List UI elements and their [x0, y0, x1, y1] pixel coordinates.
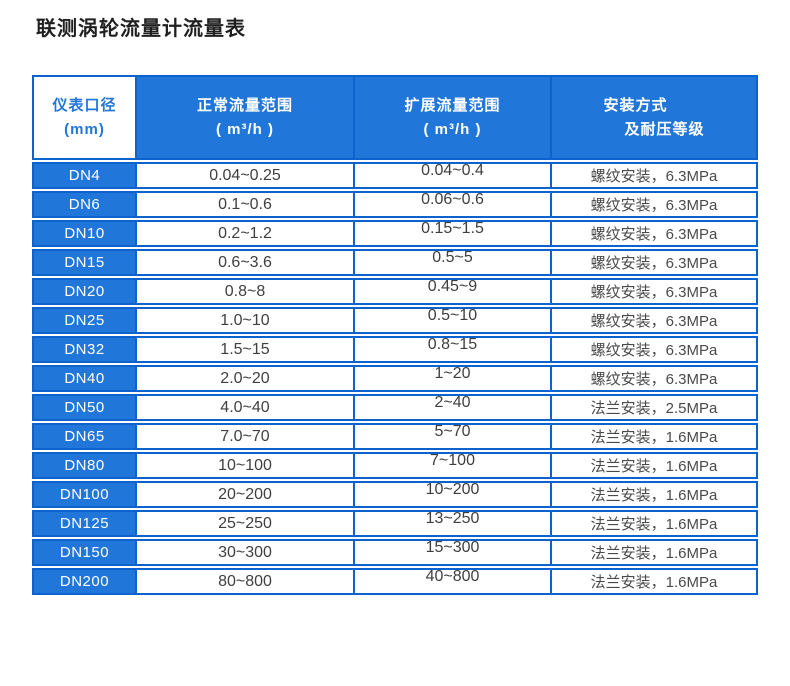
header-installation-wrap: 安装方式 及耐压等级 — [603, 94, 704, 142]
cell-diameter: DN125 — [32, 510, 135, 537]
table-row: DN40 2.0~20 1~20 螺纹安装，6.3MPa — [32, 365, 758, 392]
cell-extended-range: 0.15~1.5 — [353, 220, 550, 247]
cell-normal-range: 25~250 — [135, 510, 353, 537]
cell-extended-range: 15~300 — [353, 539, 550, 566]
cell-extended-range: 1~20 — [353, 365, 550, 392]
cell-extended-range: 0.45~9 — [353, 278, 550, 305]
table-row: DN4 0.04~0.25 0.04~0.4 螺纹安装，6.3MPa — [32, 162, 758, 189]
cell-diameter: DN20 — [32, 278, 135, 305]
cell-normal-range: 1.0~10 — [135, 307, 353, 334]
table-row: DN100 20~200 10~200 法兰安装，1.6MPa — [32, 481, 758, 508]
cell-installation: 法兰安装，1.6MPa — [550, 510, 758, 537]
cell-installation: 螺纹安装，6.3MPa — [550, 162, 758, 189]
cell-normal-range: 0.6~3.6 — [135, 249, 353, 276]
cell-installation: 螺纹安装，6.3MPa — [550, 278, 758, 305]
table-row: DN15 0.6~3.6 0.5~5 螺纹安装，6.3MPa — [32, 249, 758, 276]
header-row: 仪表口径 (mm) 正常流量范围 ( m³/h ) 扩展流量范围 ( m³/h … — [32, 75, 758, 160]
cell-installation: 法兰安装，1.6MPa — [550, 423, 758, 450]
header-installation-line2: 及耐压等级 — [624, 120, 705, 138]
cell-installation: 法兰安装，1.6MPa — [550, 481, 758, 508]
cell-extended-range: 0.06~0.6 — [353, 191, 550, 218]
cell-diameter: DN15 — [32, 249, 135, 276]
flow-meter-table: 仪表口径 (mm) 正常流量范围 ( m³/h ) 扩展流量范围 ( m³/h … — [32, 73, 758, 597]
header-normal-range: 正常流量范围 ( m³/h ) — [135, 75, 353, 160]
table-row: DN6 0.1~0.6 0.06~0.6 螺纹安装，6.3MPa — [32, 191, 758, 218]
cell-normal-range: 2.0~20 — [135, 365, 353, 392]
cell-normal-range: 10~100 — [135, 452, 353, 479]
cell-diameter: DN25 — [32, 307, 135, 334]
cell-diameter: DN65 — [32, 423, 135, 450]
header-diameter: 仪表口径 (mm) — [32, 75, 135, 160]
table-row: DN25 1.0~10 0.5~10 螺纹安装，6.3MPa — [32, 307, 758, 334]
cell-normal-range: 1.5~15 — [135, 336, 353, 363]
header-extended-range: 扩展流量范围 ( m³/h ) — [353, 75, 550, 160]
cell-installation: 法兰安装，1.6MPa — [550, 568, 758, 595]
cell-extended-range: 0.5~10 — [353, 307, 550, 334]
page-title: 联测涡轮流量计流量表 — [36, 18, 246, 40]
cell-installation: 螺纹安装，6.3MPa — [550, 191, 758, 218]
table-row: DN10 0.2~1.2 0.15~1.5 螺纹安装，6.3MPa — [32, 220, 758, 247]
header-diameter-line2: (mm) — [64, 120, 105, 138]
cell-installation: 螺纹安装，6.3MPa — [550, 249, 758, 276]
cell-diameter: DN40 — [32, 365, 135, 392]
cell-diameter: DN80 — [32, 452, 135, 479]
cell-extended-range: 40~800 — [353, 568, 550, 595]
table-row: DN50 4.0~40 2~40 法兰安装，2.5MPa — [32, 394, 758, 421]
cell-installation: 螺纹安装，6.3MPa — [550, 220, 758, 247]
cell-extended-range: 0.5~5 — [353, 249, 550, 276]
cell-extended-range: 0.04~0.4 — [353, 162, 550, 189]
cell-extended-range: 5~70 — [353, 423, 550, 450]
header-diameter-line1: 仪表口径 — [52, 96, 117, 114]
cell-extended-range: 7~100 — [353, 452, 550, 479]
cell-installation: 螺纹安装，6.3MPa — [550, 336, 758, 363]
cell-normal-range: 0.2~1.2 — [135, 220, 353, 247]
page: 联测涡轮流量计流量表 仪表口径 (mm) 正常流量范围 ( m³/h ) 扩展流… — [32, 18, 758, 597]
table-row: DN80 10~100 7~100 法兰安装，1.6MPa — [32, 452, 758, 479]
table-body: DN4 0.04~0.25 0.04~0.4 螺纹安装，6.3MPa DN6 0… — [32, 162, 758, 595]
header-normal-range-line1: 正常流量范围 — [196, 96, 293, 114]
cell-normal-range: 4.0~40 — [135, 394, 353, 421]
cell-diameter: DN150 — [32, 539, 135, 566]
cell-diameter: DN100 — [32, 481, 135, 508]
cell-diameter: DN50 — [32, 394, 135, 421]
header-installation-line1: 安装方式 — [603, 96, 668, 114]
cell-extended-range: 0.8~15 — [353, 336, 550, 363]
cell-diameter: DN6 — [32, 191, 135, 218]
cell-normal-range: 80~800 — [135, 568, 353, 595]
table-row: DN65 7.0~70 5~70 法兰安装，1.6MPa — [32, 423, 758, 450]
cell-diameter: DN200 — [32, 568, 135, 595]
header-installation: 安装方式 及耐压等级 — [550, 75, 758, 160]
cell-diameter: DN32 — [32, 336, 135, 363]
cell-extended-range: 13~250 — [353, 510, 550, 537]
table-row: DN20 0.8~8 0.45~9 螺纹安装，6.3MPa — [32, 278, 758, 305]
cell-normal-range: 0.04~0.25 — [135, 162, 353, 189]
table-row: DN125 25~250 13~250 法兰安装，1.6MPa — [32, 510, 758, 537]
header-normal-range-line2: ( m³/h ) — [216, 120, 274, 138]
cell-installation: 法兰安装，1.6MPa — [550, 452, 758, 479]
cell-installation: 螺纹安装，6.3MPa — [550, 307, 758, 334]
cell-extended-range: 10~200 — [353, 481, 550, 508]
cell-installation: 法兰安装，2.5MPa — [550, 394, 758, 421]
cell-diameter: DN10 — [32, 220, 135, 247]
table-row: DN32 1.5~15 0.8~15 螺纹安装，6.3MPa — [32, 336, 758, 363]
cell-installation: 螺纹安装，6.3MPa — [550, 365, 758, 392]
cell-normal-range: 30~300 — [135, 539, 353, 566]
table-row: DN150 30~300 15~300 法兰安装，1.6MPa — [32, 539, 758, 566]
cell-normal-range: 0.1~0.6 — [135, 191, 353, 218]
header-extended-range-line1: 扩展流量范围 — [404, 96, 501, 114]
table-row: DN200 80~800 40~800 法兰安装，1.6MPa — [32, 568, 758, 595]
cell-normal-range: 20~200 — [135, 481, 353, 508]
cell-normal-range: 0.8~8 — [135, 278, 353, 305]
cell-extended-range: 2~40 — [353, 394, 550, 421]
header-extended-range-line2: ( m³/h ) — [423, 120, 482, 138]
cell-diameter: DN4 — [32, 162, 135, 189]
cell-normal-range: 7.0~70 — [135, 423, 353, 450]
cell-installation: 法兰安装，1.6MPa — [550, 539, 758, 566]
